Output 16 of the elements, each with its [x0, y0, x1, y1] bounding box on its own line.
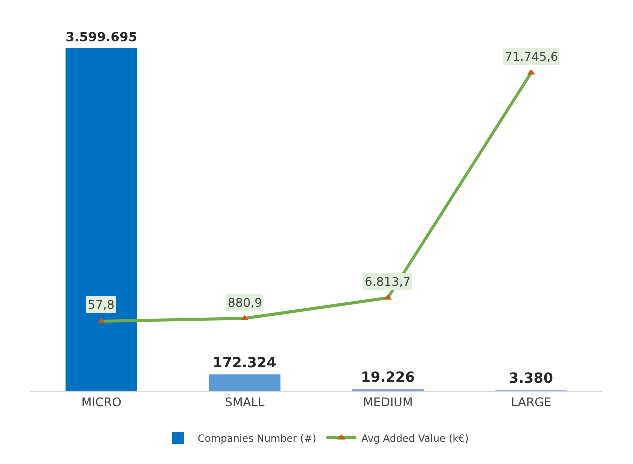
data-label: 71.745,6: [505, 50, 558, 64]
data-label: 880,9: [228, 296, 262, 310]
x-tick-label: MICRO: [82, 395, 122, 410]
data-label: 19.226: [361, 370, 416, 386]
x-tick-label: LARGE: [511, 395, 552, 410]
data-label: 172.324: [212, 356, 277, 372]
bar: [209, 374, 281, 391]
data-label: 6.813,7: [365, 275, 411, 289]
x-tick-label: MEDIUM: [363, 395, 414, 410]
x-tick-label: SMALL: [225, 395, 265, 410]
data-label: 3.380: [509, 371, 554, 387]
bar: [66, 48, 138, 391]
legend-label: Avg Added Value (k€): [362, 434, 470, 445]
data-label: 57,8: [88, 298, 115, 312]
legend-label: Companies Number (#): [198, 434, 317, 445]
data-label: 3.599.695: [66, 29, 138, 44]
